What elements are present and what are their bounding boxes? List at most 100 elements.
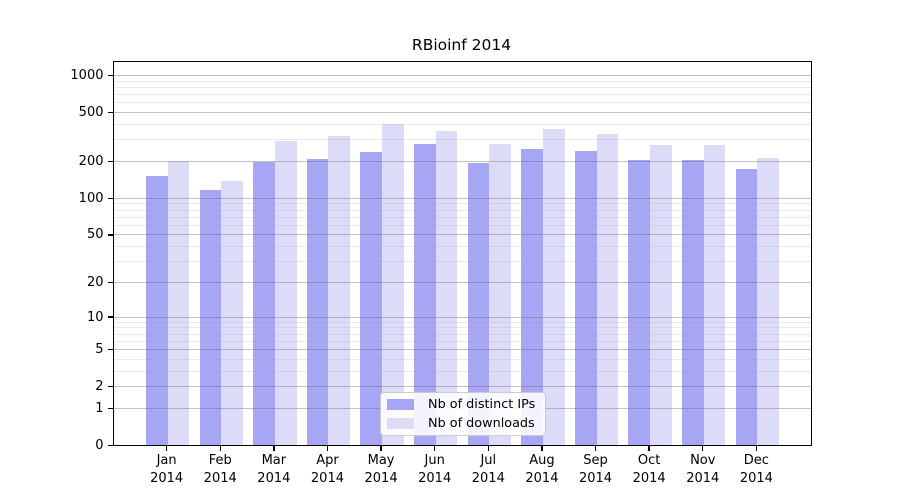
x-tick-label-oct: Oct 2014 <box>632 453 666 486</box>
chart-title: RBioinf 2014 <box>411 36 512 54</box>
y-tick-mark <box>107 74 113 77</box>
bar-distinct-ips-mar <box>253 162 275 445</box>
x-tick-mark <box>541 445 543 451</box>
y-tick-mark <box>107 348 113 351</box>
minor-gridline <box>114 224 811 226</box>
y-tick-label: 100 <box>78 190 104 206</box>
major-gridline <box>114 316 811 318</box>
bar-distinct-ips-feb <box>199 189 222 445</box>
x-tick-mark <box>702 445 704 451</box>
y-tick-label: 2 <box>95 379 104 395</box>
minor-gridline <box>114 327 811 329</box>
x-tick-mark <box>380 445 382 451</box>
bar-downloads-jun <box>435 131 458 445</box>
x-tick-label-jul: Jul 2014 <box>471 453 505 486</box>
minor-gridline <box>114 358 811 360</box>
minor-gridline <box>114 261 811 263</box>
x-tick-label-may: May 2014 <box>364 453 398 486</box>
bar-distinct-ips-jul <box>467 163 490 445</box>
bar-downloads-apr <box>328 135 351 445</box>
bar-distinct-ips-jan <box>145 176 168 445</box>
minor-gridline <box>114 139 811 141</box>
bar-downloads-may <box>382 124 404 445</box>
x-tick-mark <box>165 445 168 451</box>
minor-gridline <box>114 209 811 211</box>
plot-area <box>113 61 812 446</box>
x-tick-label-feb: Feb 2014 <box>203 453 237 486</box>
bar-downloads-nov <box>703 144 726 445</box>
x-tick-mark <box>326 445 329 451</box>
x-tick-mark <box>594 445 597 451</box>
x-tick-label-mar: Mar 2014 <box>257 453 291 486</box>
y-tick-mark <box>107 281 113 284</box>
minor-gridline <box>114 203 811 205</box>
y-tick-label: 0 <box>95 438 104 453</box>
y-tick-mark <box>107 111 113 114</box>
legend-item-downloads: Nb of downloads <box>381 416 545 431</box>
y-tick-label: 500 <box>78 105 104 121</box>
bar-downloads-jul <box>489 144 511 445</box>
bar-downloads-jan <box>167 161 190 445</box>
minor-gridline <box>114 246 811 248</box>
minor-gridline <box>114 102 811 104</box>
y-tick-label: 20 <box>86 274 104 290</box>
y-tick-mark <box>107 160 113 163</box>
major-gridline <box>114 112 811 114</box>
major-gridline <box>114 386 811 388</box>
x-tick-label-jun: Jun 2014 <box>418 453 452 486</box>
y-tick-mark <box>107 385 113 388</box>
legend-label-distinct-ips: Nb of distinct IPs <box>428 397 536 412</box>
major-gridline <box>114 281 811 283</box>
y-tick-label: 1000 <box>70 67 104 83</box>
x-tick-label-apr: Apr 2014 <box>310 453 344 486</box>
major-gridline <box>114 74 811 76</box>
x-tick-mark <box>755 445 758 451</box>
legend-label-downloads: Nb of downloads <box>428 416 535 431</box>
x-tick-label-sep: Sep 2014 <box>578 453 613 486</box>
major-gridline <box>114 160 811 162</box>
bar-distinct-ips-oct <box>628 159 651 445</box>
bar-distinct-ips-aug <box>521 149 543 445</box>
bar-distinct-ips-sep <box>574 151 597 445</box>
minor-gridline <box>114 370 811 372</box>
minor-gridline <box>114 321 811 323</box>
y-tick-mark <box>107 197 113 199</box>
x-tick-mark <box>219 445 221 451</box>
x-tick-mark <box>273 445 275 451</box>
x-tick-label-dec: Dec 2014 <box>739 453 773 486</box>
y-tick-mark <box>107 234 113 236</box>
bar-downloads-mar <box>274 140 297 445</box>
x-tick-label-aug: Aug 2014 <box>525 453 559 486</box>
x-tick-label-jan: Jan 2014 <box>150 453 184 486</box>
minor-gridline <box>114 216 811 218</box>
y-tick-label: 10 <box>86 309 104 325</box>
bar-downloads-oct <box>650 145 672 445</box>
minor-gridline <box>114 340 811 342</box>
downloads-swatch-icon <box>387 418 414 429</box>
y-tick-label: 1 <box>95 400 104 416</box>
bar-distinct-ips-may <box>360 152 383 445</box>
minor-gridline <box>114 86 811 88</box>
bar-distinct-ips-dec <box>735 169 758 445</box>
x-tick-mark <box>648 445 650 451</box>
bar-distinct-ips-apr <box>306 158 329 445</box>
minor-gridline <box>114 80 811 82</box>
y-tick-mark <box>107 444 113 447</box>
major-gridline <box>114 234 811 236</box>
legend: Nb of distinct IPs Nb of downloads <box>380 392 546 436</box>
y-tick-label: 5 <box>95 342 104 358</box>
bar-distinct-ips-jun <box>413 143 436 445</box>
bar-downloads-sep <box>596 133 619 445</box>
bar-distinct-ips-nov <box>682 160 704 445</box>
minor-gridline <box>114 123 811 125</box>
minor-gridline <box>114 333 811 335</box>
bar-downloads-dec <box>757 158 780 445</box>
x-tick-mark <box>487 445 489 451</box>
bar-downloads-aug <box>542 128 565 445</box>
y-tick-label: 50 <box>86 227 104 243</box>
y-tick-mark <box>107 316 113 318</box>
minor-gridline <box>114 94 811 96</box>
y-tick-mark <box>107 407 113 410</box>
legend-item-distinct-ips: Nb of distinct IPs <box>381 397 545 412</box>
